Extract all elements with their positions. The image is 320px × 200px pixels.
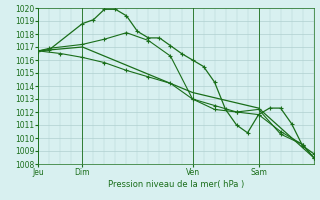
X-axis label: Pression niveau de la mer( hPa ): Pression niveau de la mer( hPa )	[108, 180, 244, 189]
